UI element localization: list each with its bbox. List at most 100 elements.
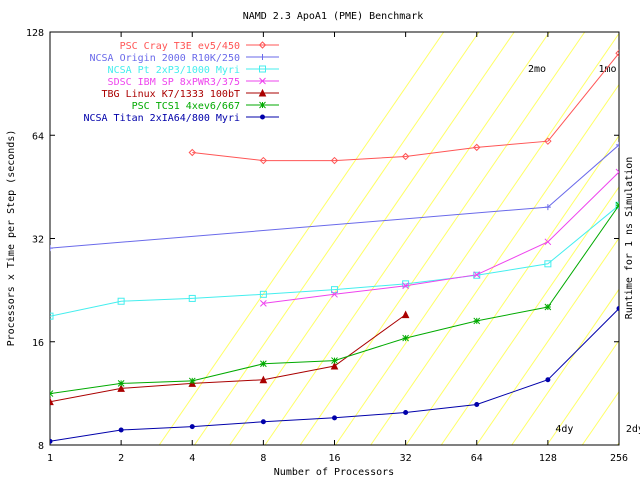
data-point [189,424,195,430]
data-point [401,152,410,161]
reference-labels: 2mo1mo2wk1wk4dy2dy1dy [528,64,640,435]
data-point [402,280,410,288]
reference-line [335,32,619,445]
data-point [117,384,125,392]
reference-line [546,339,619,445]
data-point [402,334,409,342]
y-axis: 8 16 32 64 128 [26,28,619,452]
data-point [616,306,619,312]
data-point [259,65,266,73]
data-point [403,410,409,416]
y-tick-label: 128 [26,28,44,39]
data-point [259,290,267,298]
data-point [330,361,339,370]
data-point [473,271,481,279]
y-axis-label: Processors x Time per Step (seconds) [6,130,17,347]
data-point [118,427,124,433]
x-tick-label: 64 [471,453,483,464]
data-point [401,310,410,319]
legend-entry: TBG Linux K7/1333 100bT [102,88,279,100]
x-tick-label: 32 [400,453,412,464]
reference-line [299,32,586,445]
data-point [332,415,337,421]
data-point [544,303,552,311]
legend-label: NCSA Pt 2xP3/1000 Myri [108,65,240,76]
data-point [188,148,196,157]
y-tick-label: 16 [32,338,44,349]
series-path [50,204,619,317]
data-point [50,397,54,406]
data-point [616,141,619,148]
x-tick-label: 128 [539,453,557,464]
legend-label: PSC TCS1 4xev6/667 [132,101,240,112]
data-point [117,380,125,387]
data-point [259,101,266,109]
legend-entry: NCSA Titan 2xIA64/800 Myri [83,113,279,124]
data-point [544,137,552,145]
reference-line-label: 2mo [528,64,546,75]
series-line [50,310,410,406]
data-point [50,390,54,397]
legend-label: TBG Linux K7/1333 100bT [102,89,240,100]
data-point [260,360,267,368]
data-point [258,41,267,49]
data-point [330,156,339,165]
data-point [50,312,54,320]
legend-entry: SDSC IBM SP 8xPWR3/375 [108,77,279,88]
series-lines [50,49,619,444]
reference-lines [158,32,619,445]
data-point [50,245,53,252]
data-point [473,143,481,152]
data-point [259,54,266,60]
x-tick-label: 256 [610,453,628,464]
data-point [117,297,125,305]
legend-label: NCSA Origin 2000 R10K/250 [89,53,240,64]
series-line [50,201,619,397]
reference-line [158,32,445,445]
reference-line [194,32,480,445]
series-path [50,314,406,403]
data-point [260,114,265,120]
data-point [259,156,268,165]
data-point [258,88,267,97]
series-line [260,168,619,307]
legend-label: SDSC IBM SP 8xPWR3/375 [108,77,240,88]
data-point [50,438,53,444]
data-point [331,286,338,294]
legend-entry: PSC TCS1 4xev6/667 [132,101,279,112]
legend-label: PSC Cray T3E ev5/450 [120,41,240,52]
x-tick-label: 2 [118,453,124,464]
series-line [188,49,619,165]
data-point [544,260,552,268]
reference-line-label: 1mo [598,64,616,75]
data-point [259,77,266,85]
reference-line [370,83,619,445]
x-tick-label: 8 [260,453,266,464]
data-point [331,357,338,364]
data-point [615,201,619,209]
series-line [50,306,619,444]
y-tick-label: 32 [32,235,44,246]
reference-line [229,32,515,445]
reference-line [440,186,619,445]
data-point [260,300,267,307]
legend-entry: NCSA Origin 2000 R10K/250 [89,53,279,64]
x-tick-label: 1 [47,453,53,464]
x-axis: 1 2 4 8 16 32 64 128 256 [47,32,628,464]
x-axis-label: Number of Processors [274,467,394,478]
data-point [544,204,551,211]
reference-line-label: 4dy [555,424,573,435]
series-path [263,171,619,304]
chart-title: NAMD 2.3 ApoA1 (PME) Benchmark [243,11,424,22]
legend-entry: NCSA Pt 2xP3/1000 Myri [108,65,279,76]
legend-entry: PSC Cray T3E ev5/450 [120,41,279,52]
reference-line [264,32,550,445]
x-tick-label: 16 [328,453,340,464]
data-point [544,238,552,246]
y-tick-label: 64 [32,131,44,142]
y-tick-label: 8 [38,441,44,452]
data-point [259,375,268,384]
data-point [402,282,409,290]
data-point [615,49,619,57]
